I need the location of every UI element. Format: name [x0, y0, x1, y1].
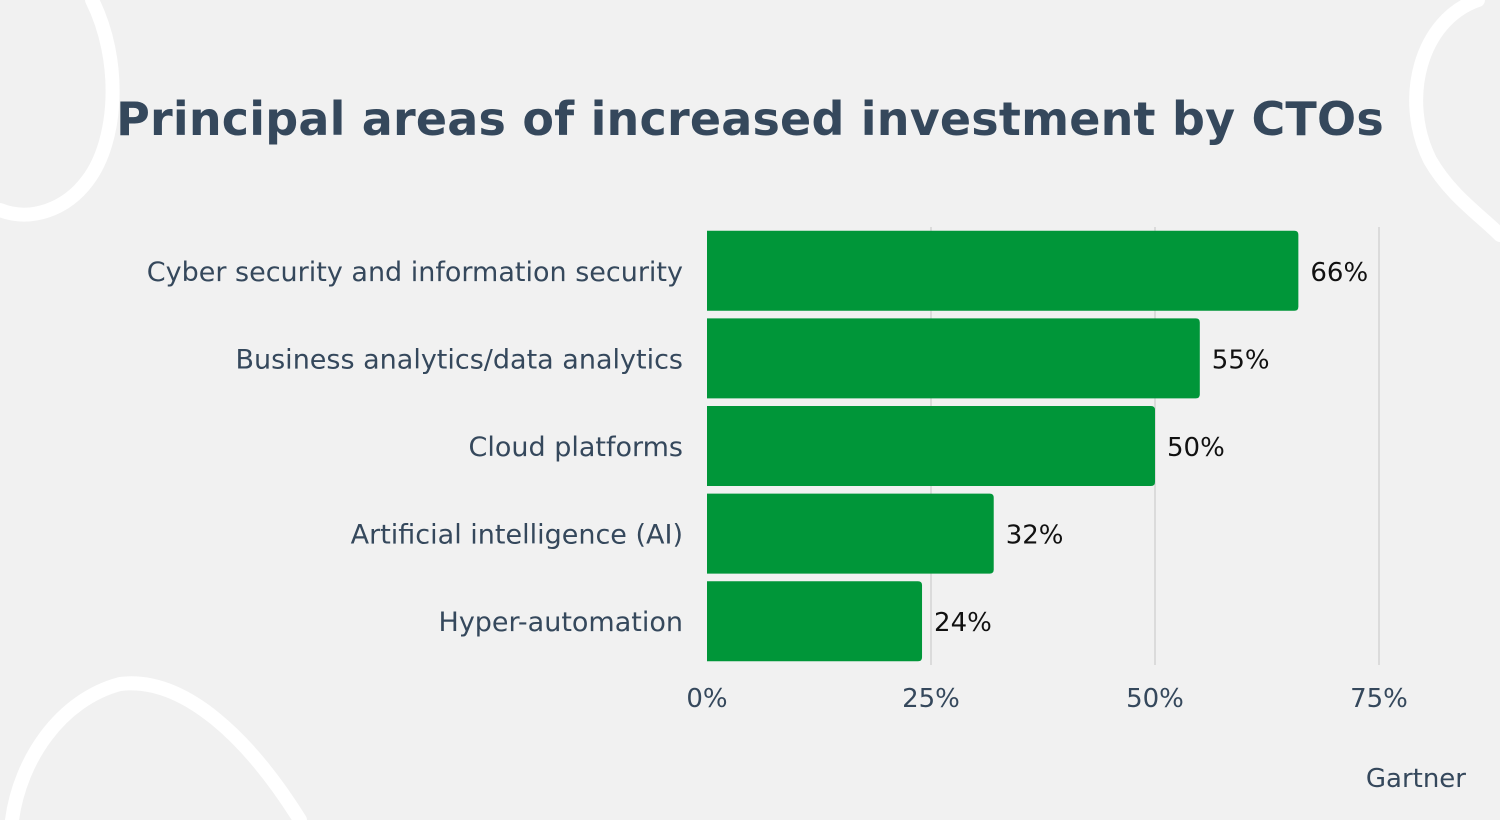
- x-tick-label: 25%: [902, 684, 960, 714]
- value-label: 66%: [1310, 258, 1368, 288]
- bar: [707, 493, 994, 574]
- bar: [707, 581, 923, 662]
- bar: [707, 318, 1200, 399]
- value-label: 24%: [934, 608, 992, 638]
- top-left-curve: [0, 0, 120, 222]
- top-right-curve: [1409, 0, 1500, 242]
- value-label: 50%: [1167, 433, 1225, 463]
- chart-title: Principal areas of increased investment …: [116, 92, 1384, 146]
- value-labels: 66% 55% 50% 32% 24%: [934, 258, 1368, 638]
- source-label: Gartner: [1365, 764, 1466, 794]
- category-label: Cyber security and information security: [147, 257, 683, 288]
- bottom-left-curve: [5, 676, 307, 820]
- category-label: Artificial intelligence (AI): [351, 520, 683, 551]
- category-label: Business analytics/data analytics: [235, 344, 683, 375]
- x-tick-label: 75%: [1350, 684, 1408, 714]
- category-label: Cloud platforms: [469, 432, 684, 463]
- bar: [707, 406, 1155, 486]
- category-labels: Cyber security and information security B…: [147, 257, 683, 638]
- x-axis-ticks: 0% 25% 50% 75%: [686, 684, 1408, 714]
- value-label: 32%: [1006, 521, 1064, 551]
- x-tick-label: 50%: [1126, 684, 1184, 714]
- x-tick-label: 0%: [686, 684, 727, 714]
- value-label: 55%: [1212, 345, 1270, 375]
- category-label: Hyper-automation: [439, 607, 683, 638]
- bars: [707, 230, 1299, 662]
- bar: [707, 230, 1299, 311]
